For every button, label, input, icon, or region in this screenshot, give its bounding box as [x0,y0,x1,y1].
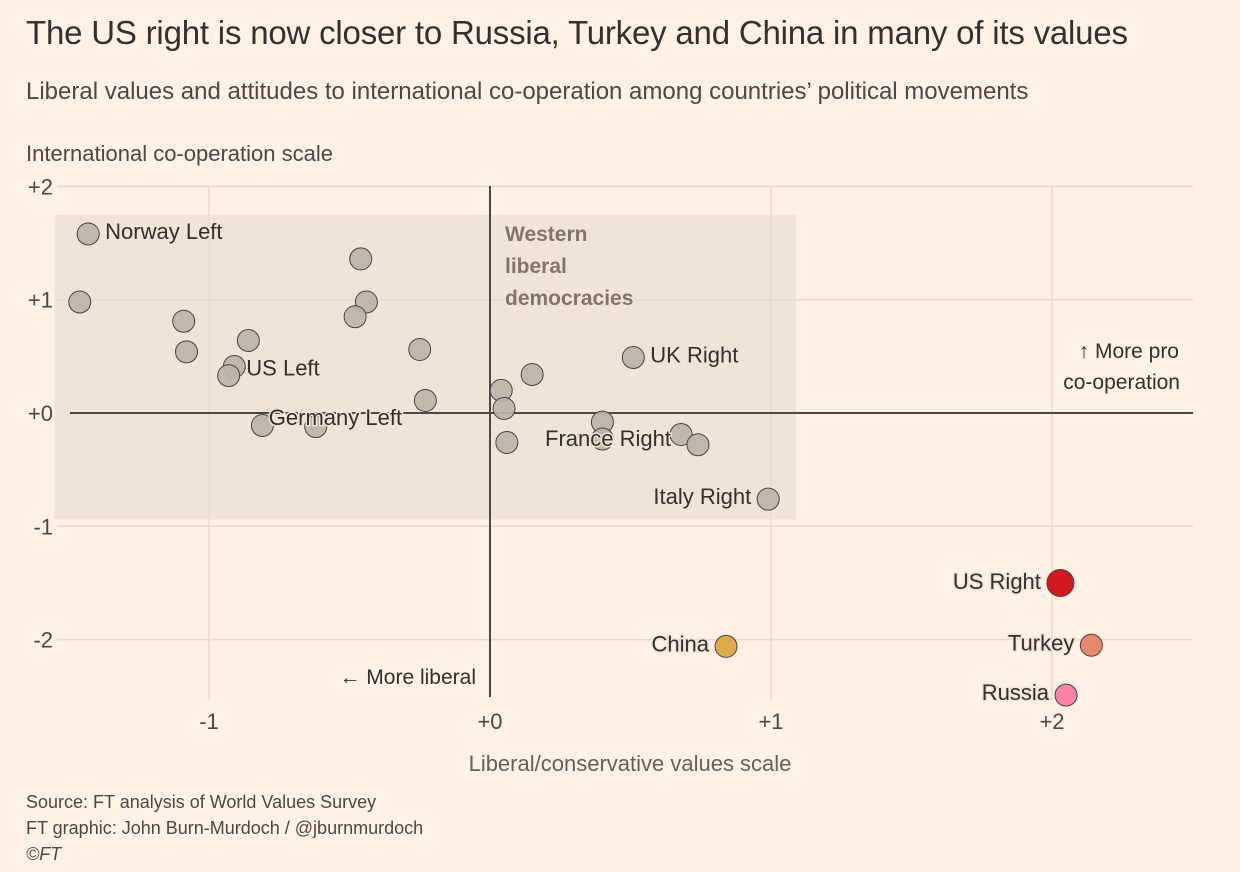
y-tick-label: -1 [33,514,53,539]
point-norway-left [76,222,100,246]
y-tick-label: -2 [33,628,53,653]
more-cooperation-annotation: ↑ More pro [1079,340,1179,363]
source-note: Source: FT analysis of World Values Surv… [26,792,377,812]
point-label: France Right [545,426,671,451]
point-china [714,634,738,658]
data-point [68,290,92,314]
data-point [686,433,710,457]
data-point [217,364,241,388]
point-germany-left [304,415,328,439]
y-axis-title: International co-operation scale [26,141,333,166]
point-label: Italy Right [653,484,751,509]
x-tick-label: +0 [477,709,502,734]
point-italy-right [756,487,780,511]
y-tick-label: +0 [28,401,53,426]
point-label: China [652,631,710,656]
point-label: Russia [982,680,1050,705]
data-point [172,309,196,333]
point-us-right [1046,568,1075,597]
more-cooperation-annotation: co-operation [1063,371,1180,394]
data-point [413,389,437,413]
point-label: US Right [953,569,1041,594]
x-axis-title: Liberal/conservative values scale [469,751,792,776]
data-point [349,247,373,271]
point-label: UK Right [650,342,738,367]
point-france-right [590,427,614,451]
data-point [343,305,367,329]
data-point [669,423,693,447]
data-point [175,340,199,364]
point-russia [1054,683,1078,707]
y-tick-label: +2 [28,174,53,199]
x-tick-label: -1 [199,709,219,734]
x-tick-label: +1 [758,709,783,734]
region-label: liberal [505,255,567,278]
x-tick-label: +2 [1039,709,1064,734]
data-point [495,430,519,454]
y-tick-label: +1 [28,288,53,313]
chart-subtitle: Liberal values and attitudes to internat… [26,78,1029,105]
western-liberal-democracies-region [54,214,797,520]
data-point [520,362,544,386]
point-label: US Left [246,356,319,381]
data-point [408,338,432,362]
chart-title: The US right is now closer to Russia, Tu… [26,14,1128,51]
point-label: Norway Left [105,219,222,244]
credit-note: FT graphic: John Burn-Murdoch / @jburnmu… [26,818,424,838]
more-liberal-annotation: ← More liberal [339,666,476,689]
data-point [250,413,274,437]
data-point [236,328,260,352]
region-label: democracies [505,287,633,310]
point-label: Germany Left [269,405,402,430]
copyright-note: ©FT [26,844,62,864]
data-point [492,396,516,420]
point-turkey [1079,633,1103,657]
point-label: Turkey [1008,630,1074,655]
point-uk-right [621,345,645,369]
region-label: Western [505,223,587,246]
